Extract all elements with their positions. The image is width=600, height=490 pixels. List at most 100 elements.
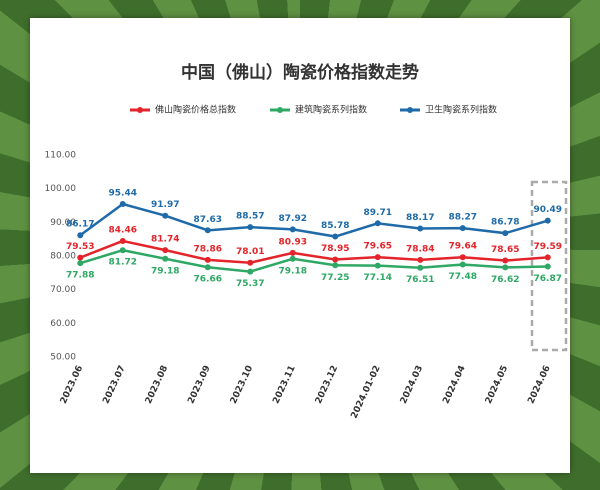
data-label: 85.78 — [321, 221, 349, 231]
data-point — [544, 217, 551, 224]
data-label: 79.18 — [151, 266, 179, 276]
data-point — [544, 254, 551, 261]
data-point — [459, 254, 466, 261]
y-tick-label: 60.00 — [50, 319, 76, 329]
x-tick-label: 2023.07 — [101, 364, 127, 405]
data-label: 75.37 — [236, 279, 264, 289]
x-tick-label: 2023.09 — [186, 364, 212, 405]
data-point — [162, 247, 169, 254]
data-point — [332, 233, 339, 240]
data-point — [162, 255, 169, 262]
series-line — [79, 239, 548, 264]
x-tick-label: 2024.03 — [399, 364, 425, 405]
data-point — [417, 225, 424, 232]
data-label: 79.64 — [449, 242, 477, 252]
data-label: 84.46 — [109, 225, 137, 235]
data-point — [162, 212, 169, 219]
data-point — [417, 256, 424, 263]
data-label: 78.84 — [406, 244, 434, 254]
data-label: 77.25 — [321, 273, 349, 283]
data-label: 78.86 — [194, 244, 222, 254]
y-tick-label: 50.00 — [50, 353, 76, 363]
x-tick-label: 2024.04 — [441, 364, 467, 405]
data-point — [332, 256, 339, 263]
data-point — [119, 237, 126, 244]
data-point — [119, 247, 126, 254]
data-point — [459, 261, 466, 268]
data-point — [289, 249, 296, 256]
data-label: 76.66 — [194, 275, 222, 285]
legend-label: 卫生陶瓷系列指数 — [425, 104, 497, 116]
y-tick-label: 90.00 — [50, 218, 76, 228]
data-label: 86.17 — [66, 220, 94, 230]
data-point — [247, 224, 254, 231]
chart-card — [30, 18, 570, 473]
data-label: 80.93 — [279, 237, 307, 247]
x-tick-label: 2024.06 — [526, 364, 552, 405]
data-label: 79.18 — [279, 266, 307, 276]
legend-label: 建筑陶瓷系列指数 — [295, 104, 367, 116]
series-line — [79, 202, 549, 238]
data-point — [502, 264, 509, 271]
data-label: 95.44 — [109, 189, 137, 199]
data-point — [204, 227, 211, 234]
data-label: 78.65 — [491, 245, 519, 255]
data-point — [459, 225, 466, 232]
data-label: 77.88 — [66, 271, 94, 281]
data-label: 91.97 — [151, 200, 179, 210]
data-label: 88.57 — [236, 212, 264, 222]
data-label: 76.87 — [534, 274, 562, 284]
data-point — [247, 268, 254, 275]
data-point — [77, 254, 84, 261]
y-tick-label: 80.00 — [50, 252, 76, 262]
data-point — [77, 260, 84, 267]
data-point — [289, 226, 296, 233]
data-point — [119, 201, 126, 208]
data-label: 90.49 — [534, 205, 562, 215]
data-label: 86.78 — [491, 218, 519, 228]
data-label: 76.51 — [406, 275, 434, 285]
data-point — [374, 254, 381, 261]
data-label: 81.72 — [109, 258, 137, 268]
legend-label: 佛山陶瓷价格总指数 — [155, 104, 236, 116]
data-point — [417, 264, 424, 271]
data-label: 77.48 — [449, 272, 477, 282]
x-tick-label: 2024.01-02 — [349, 364, 382, 420]
data-label: 79.65 — [364, 242, 392, 252]
data-label: 79.53 — [66, 242, 94, 252]
data-point — [204, 256, 211, 263]
data-label: 76.62 — [491, 275, 519, 285]
data-label: 79.59 — [534, 242, 562, 252]
data-point — [544, 263, 551, 270]
data-label: 81.74 — [151, 235, 179, 245]
data-point — [332, 262, 339, 269]
data-point — [289, 255, 296, 262]
data-label: 87.63 — [194, 215, 222, 225]
data-label: 78.95 — [321, 244, 349, 254]
data-point — [502, 230, 509, 237]
x-tick-label: 2023.11 — [271, 364, 297, 405]
data-point — [247, 259, 254, 266]
data-label: 88.17 — [406, 213, 434, 223]
data-label: 77.14 — [364, 273, 392, 283]
legend-marker — [277, 107, 283, 113]
data-point — [204, 264, 211, 271]
x-tick-label: 2023.12 — [314, 364, 340, 405]
x-tick-label: 2024.05 — [484, 364, 510, 405]
data-label: 88.27 — [449, 213, 477, 223]
y-tick-label: 70.00 — [50, 285, 76, 295]
data-point — [374, 220, 381, 227]
chart-title: 中国（佛山）陶瓷价格指数走势 — [181, 62, 419, 83]
series-line — [79, 248, 548, 273]
legend-marker — [407, 107, 413, 113]
data-point — [374, 262, 381, 269]
x-tick-label: 2023.06 — [59, 364, 85, 405]
x-tick-label: 2023.08 — [144, 364, 170, 405]
data-point — [77, 232, 84, 239]
data-label: 87.92 — [279, 214, 307, 224]
x-tick-label: 2023.10 — [229, 364, 255, 405]
y-tick-label: 110.00 — [45, 151, 77, 161]
data-label: 78.01 — [236, 247, 264, 257]
